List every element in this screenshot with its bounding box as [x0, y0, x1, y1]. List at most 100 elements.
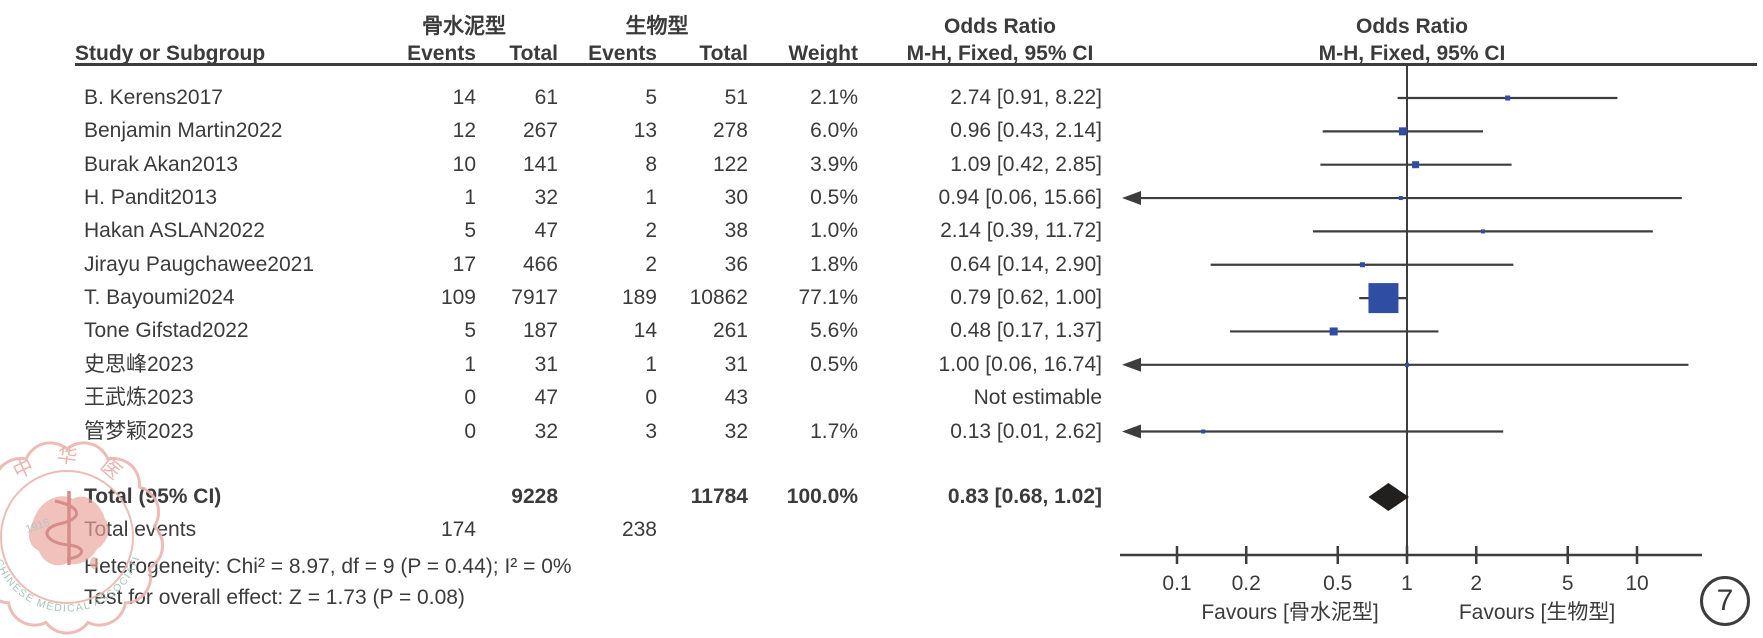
events2-cell: 5 [645, 86, 657, 109]
col-header-study: Study or Subgroup [75, 42, 266, 65]
or-point-marker [1505, 95, 1511, 101]
odds-ratio-title-left: Odds Ratio [943, 15, 1056, 38]
favours-left-label: Favours [骨水泥型] [1201, 601, 1378, 624]
events1-cell: 1 [464, 186, 476, 209]
weight-cell: 5.6% [810, 319, 858, 342]
col-header-total1: Total [509, 42, 558, 65]
axis-tick-label: 1 [1401, 572, 1413, 595]
or-point-marker [1398, 196, 1403, 201]
ci-text-cell: 1.09 [0.42, 2.85] [950, 153, 1102, 176]
weight-cell: 77.1% [798, 286, 858, 309]
weight-cell: 1.7% [810, 420, 858, 443]
events2-cell: 8 [645, 153, 657, 176]
total-n-cemented: 9228 [511, 485, 558, 508]
total1-cell: 47 [534, 386, 558, 409]
study-name: 管梦颖2023 [84, 420, 194, 443]
weight-cell: 1.8% [810, 253, 858, 276]
weight-cell: 2.1% [810, 86, 858, 109]
figure-number: 7 [1716, 584, 1734, 617]
study-name: Tone Gifstad2022 [84, 319, 249, 342]
events2-cell: 0 [645, 386, 657, 409]
total-events-label: Total events [84, 518, 197, 541]
or-point-marker [1329, 327, 1338, 336]
ci-text-cell: 2.74 [0.91, 8.22] [950, 86, 1102, 109]
events2-cell: 189 [621, 286, 657, 309]
total2-cell: 43 [724, 386, 748, 409]
or-point-marker [1480, 229, 1485, 234]
events1-cell: 5 [464, 219, 476, 242]
weight-cell: 3.9% [810, 153, 858, 176]
total2-cell: 278 [712, 119, 748, 142]
study-name: Burak Akan2013 [84, 153, 239, 176]
events1-cell: 5 [464, 319, 476, 342]
total1-cell: 7917 [511, 286, 558, 309]
header-rule [75, 63, 1757, 66]
watermark-year: 1915 [24, 517, 51, 536]
col-header-total2: Total [699, 42, 748, 65]
axis-tick-label: 0.2 [1232, 572, 1261, 595]
total-weight: 100.0% [786, 485, 858, 508]
study-name: Benjamin Martin2022 [84, 119, 283, 142]
odds-ratio-title-right: Odds Ratio [1355, 15, 1468, 38]
events2-cell: 1 [645, 353, 657, 376]
watermark-serpent [45, 499, 83, 561]
events1-cell: 109 [440, 286, 476, 309]
total2-cell: 38 [724, 219, 748, 242]
weight-cell: 6.0% [810, 119, 858, 142]
col-header-mh-right: M-H, Fixed, 95% CI [1318, 42, 1506, 65]
axis-tick-label: 0.1 [1162, 572, 1191, 595]
events1-cell: 14 [452, 86, 476, 109]
events2-cell: 2 [645, 219, 657, 242]
or-point-marker [1359, 262, 1365, 268]
group-header-biological: 生物型 [625, 15, 689, 38]
total-events-biological: 238 [621, 518, 657, 541]
axis-tick-label: 5 [1562, 572, 1574, 595]
events1-cell: 12 [452, 119, 476, 142]
total2-cell: 10862 [689, 286, 748, 309]
events1-cell: 0 [464, 420, 476, 443]
total-ci: 0.83 [0.68, 1.02] [947, 485, 1102, 508]
study-name: T. Bayoumi2024 [84, 286, 235, 309]
ci-text-cell: 0.79 [0.62, 1.00] [950, 286, 1102, 309]
col-header-events1: Events [407, 42, 476, 65]
favours-right-label: Favours [生物型] [1459, 601, 1615, 624]
total2-cell: 30 [724, 186, 748, 209]
col-header-events2: Events [588, 42, 657, 65]
total2-cell: 51 [724, 86, 748, 109]
events2-cell: 3 [645, 420, 657, 443]
or-point-marker [1368, 283, 1399, 314]
study-name: H. Pandit2013 [84, 186, 218, 209]
weight-cell: 0.5% [810, 353, 858, 376]
weight-cell: 0.5% [810, 186, 858, 209]
or-point-marker [1398, 127, 1407, 136]
total1-cell: 31 [534, 353, 558, 376]
events1-cell: 10 [452, 153, 476, 176]
events1-cell: 17 [452, 253, 476, 276]
total1-cell: 141 [522, 153, 558, 176]
total1-cell: 61 [534, 86, 558, 109]
total2-cell: 32 [724, 420, 748, 443]
figure-number-badge: 7 [1700, 576, 1750, 626]
total-events-cemented: 174 [440, 518, 476, 541]
ci-text-cell: 1.00 [0.06, 16.74] [938, 353, 1102, 376]
or-point-marker [1405, 362, 1409, 367]
ci-left-arrow [1122, 191, 1141, 206]
events1-cell: 1 [464, 353, 476, 376]
or-point-marker [1412, 161, 1420, 169]
events2-cell: 14 [633, 319, 657, 342]
ci-text-cell: 0.48 [0.17, 1.37] [950, 319, 1102, 342]
ci-text-cell: Not estimable [973, 386, 1102, 409]
ci-text-cell: 0.94 [0.06, 15.66] [938, 186, 1102, 209]
overall-effect-test: Test for overall effect: Z = 1.73 (P = 0… [84, 586, 465, 609]
study-name: 王武炼2023 [84, 386, 194, 409]
total1-cell: 187 [522, 319, 558, 342]
study-name: B. Kerens2017 [84, 86, 223, 109]
ci-text-cell: 0.64 [0.14, 2.90] [950, 253, 1102, 276]
total2-cell: 261 [712, 319, 748, 342]
events2-cell: 2 [645, 253, 657, 276]
axis-tick-label: 0.5 [1323, 572, 1352, 595]
col-header-weight: Weight [788, 42, 858, 65]
study-name: Jirayu Paugchawee2021 [84, 253, 314, 276]
total-label: Total (95% CI) [84, 485, 222, 508]
